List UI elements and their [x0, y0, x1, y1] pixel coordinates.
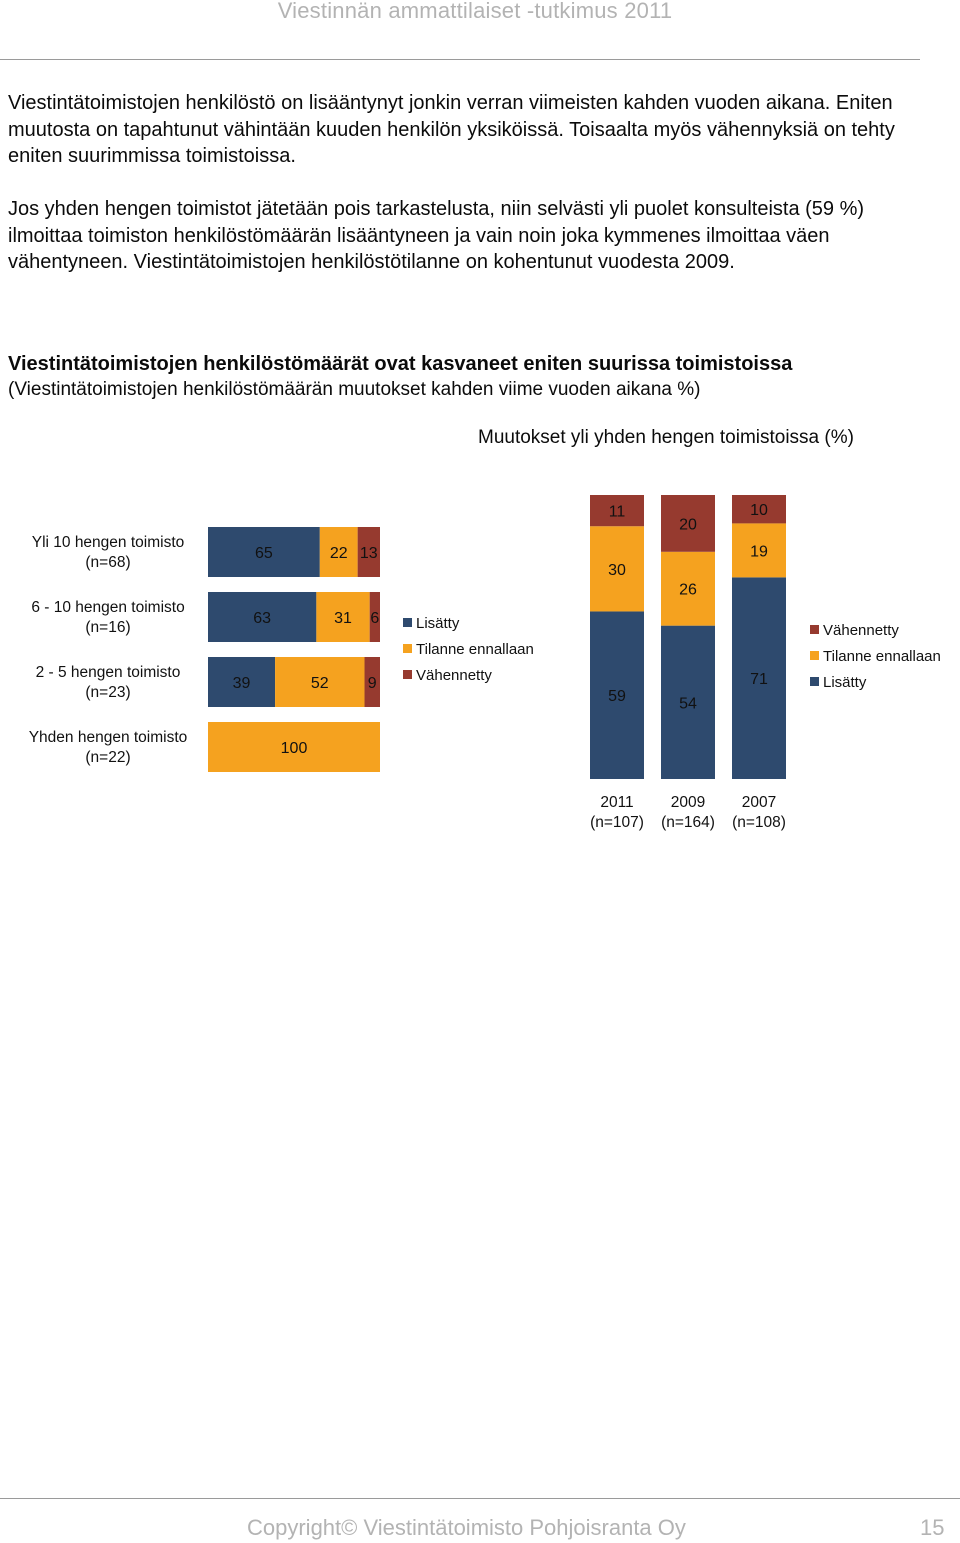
footer-copyright: Copyright© Viestintätoimisto Pohjoisrant… [247, 1515, 686, 1540]
data-label: 10 [750, 502, 768, 519]
legend-label: Lisätty [416, 615, 460, 632]
category-n-label: (n=22) [85, 749, 130, 766]
bar-segment [208, 722, 380, 772]
column-segment [732, 523, 786, 578]
category-n-label: (n=23) [85, 684, 130, 701]
figure-charts: Yli 10 hengen toimisto (n=68) 65 22 13 6 - 10… [29, 495, 941, 831]
year-n-label: (n=107) [590, 814, 644, 831]
column-segment [661, 495, 715, 552]
header-title: Viestinnän ammattilaiset -tutkimus 2011 [277, 0, 673, 23]
bar-segment [364, 657, 380, 707]
legend-label: Vähennetty [416, 667, 492, 684]
year-n-label: (n=108) [732, 814, 786, 831]
data-label: 11 [609, 504, 626, 521]
legend-label: Vähennetty [823, 622, 899, 639]
column-segment [590, 495, 644, 527]
right-chart-caption: Muutokset yli yhden hengen toimistoissa … [478, 427, 854, 448]
legend-swatch [403, 670, 412, 679]
year-label: 2009 [671, 794, 705, 811]
category-label: Yli 10 hengen toimisto [32, 534, 185, 551]
category-label: 2 - 5 hengen toimisto [36, 664, 181, 681]
figure-subtitle: (Viestintätoimistojen henkilöstömäärän m… [8, 379, 701, 400]
category-n-label: (n=68) [85, 554, 130, 571]
data-label: 6 [370, 610, 379, 627]
data-label: 65 [255, 545, 273, 562]
category-label: Yhden hengen toimisto [29, 729, 188, 746]
legend-swatch [403, 644, 412, 653]
year-label: 2007 [742, 794, 776, 811]
bar-segment [316, 592, 370, 642]
bar-segment [357, 527, 380, 577]
legend-label: Tilanne ennallaan [416, 641, 534, 658]
data-label: 9 [368, 675, 377, 692]
bar-segment [208, 592, 317, 642]
data-label: 63 [253, 610, 271, 627]
paragraph-2: Jos yhden hengen toimistot jätetään pois… [8, 198, 865, 273]
data-label: 100 [281, 740, 308, 757]
data-label: 52 [311, 675, 329, 692]
data-label: 31 [334, 610, 352, 627]
bar-segment [369, 592, 380, 642]
data-label: 19 [750, 543, 768, 560]
page-header: Viestinnän ammattilaiset -tutkimus 2011 [0, 0, 960, 62]
data-label: 22 [330, 545, 348, 562]
paragraph-1: Viestintätoimistojen henkilöstö on lisää… [8, 92, 895, 167]
category-label: 6 - 10 hengen toimisto [31, 599, 184, 616]
header-divider [0, 59, 920, 60]
data-label: 13 [360, 545, 378, 562]
figure-title: Viestintätoimistojen henkilöstömäärät ov… [8, 353, 793, 375]
column-segment [590, 526, 644, 612]
legend-label: Tilanne ennallaan [823, 648, 941, 665]
year-label: 2011 [600, 794, 633, 811]
data-label: 26 [679, 582, 697, 599]
data-label: 71 [750, 671, 768, 688]
legend-swatch [403, 618, 412, 627]
footer-divider [0, 1498, 960, 1499]
bar-segment [208, 657, 276, 707]
data-label: 39 [233, 675, 251, 692]
column-segment [661, 551, 715, 626]
page-number: 15 [920, 1515, 945, 1540]
column-segment [732, 577, 786, 779]
column-segment [661, 625, 715, 779]
bar-segment [275, 657, 365, 707]
category-n-label: (n=16) [85, 619, 130, 636]
legend-swatch [810, 651, 819, 660]
data-label: 20 [679, 516, 697, 533]
legend-label: Lisätty [823, 674, 867, 691]
column-segment [590, 611, 644, 779]
year-n-label: (n=164) [661, 814, 715, 831]
bar-segment [208, 527, 320, 577]
data-label: 30 [608, 562, 626, 579]
legend-swatch [810, 677, 819, 686]
legend-swatch [810, 625, 819, 634]
bar-segment [319, 527, 358, 577]
data-label: 54 [679, 695, 697, 712]
column-segment [732, 495, 786, 524]
data-label: 59 [608, 688, 626, 705]
